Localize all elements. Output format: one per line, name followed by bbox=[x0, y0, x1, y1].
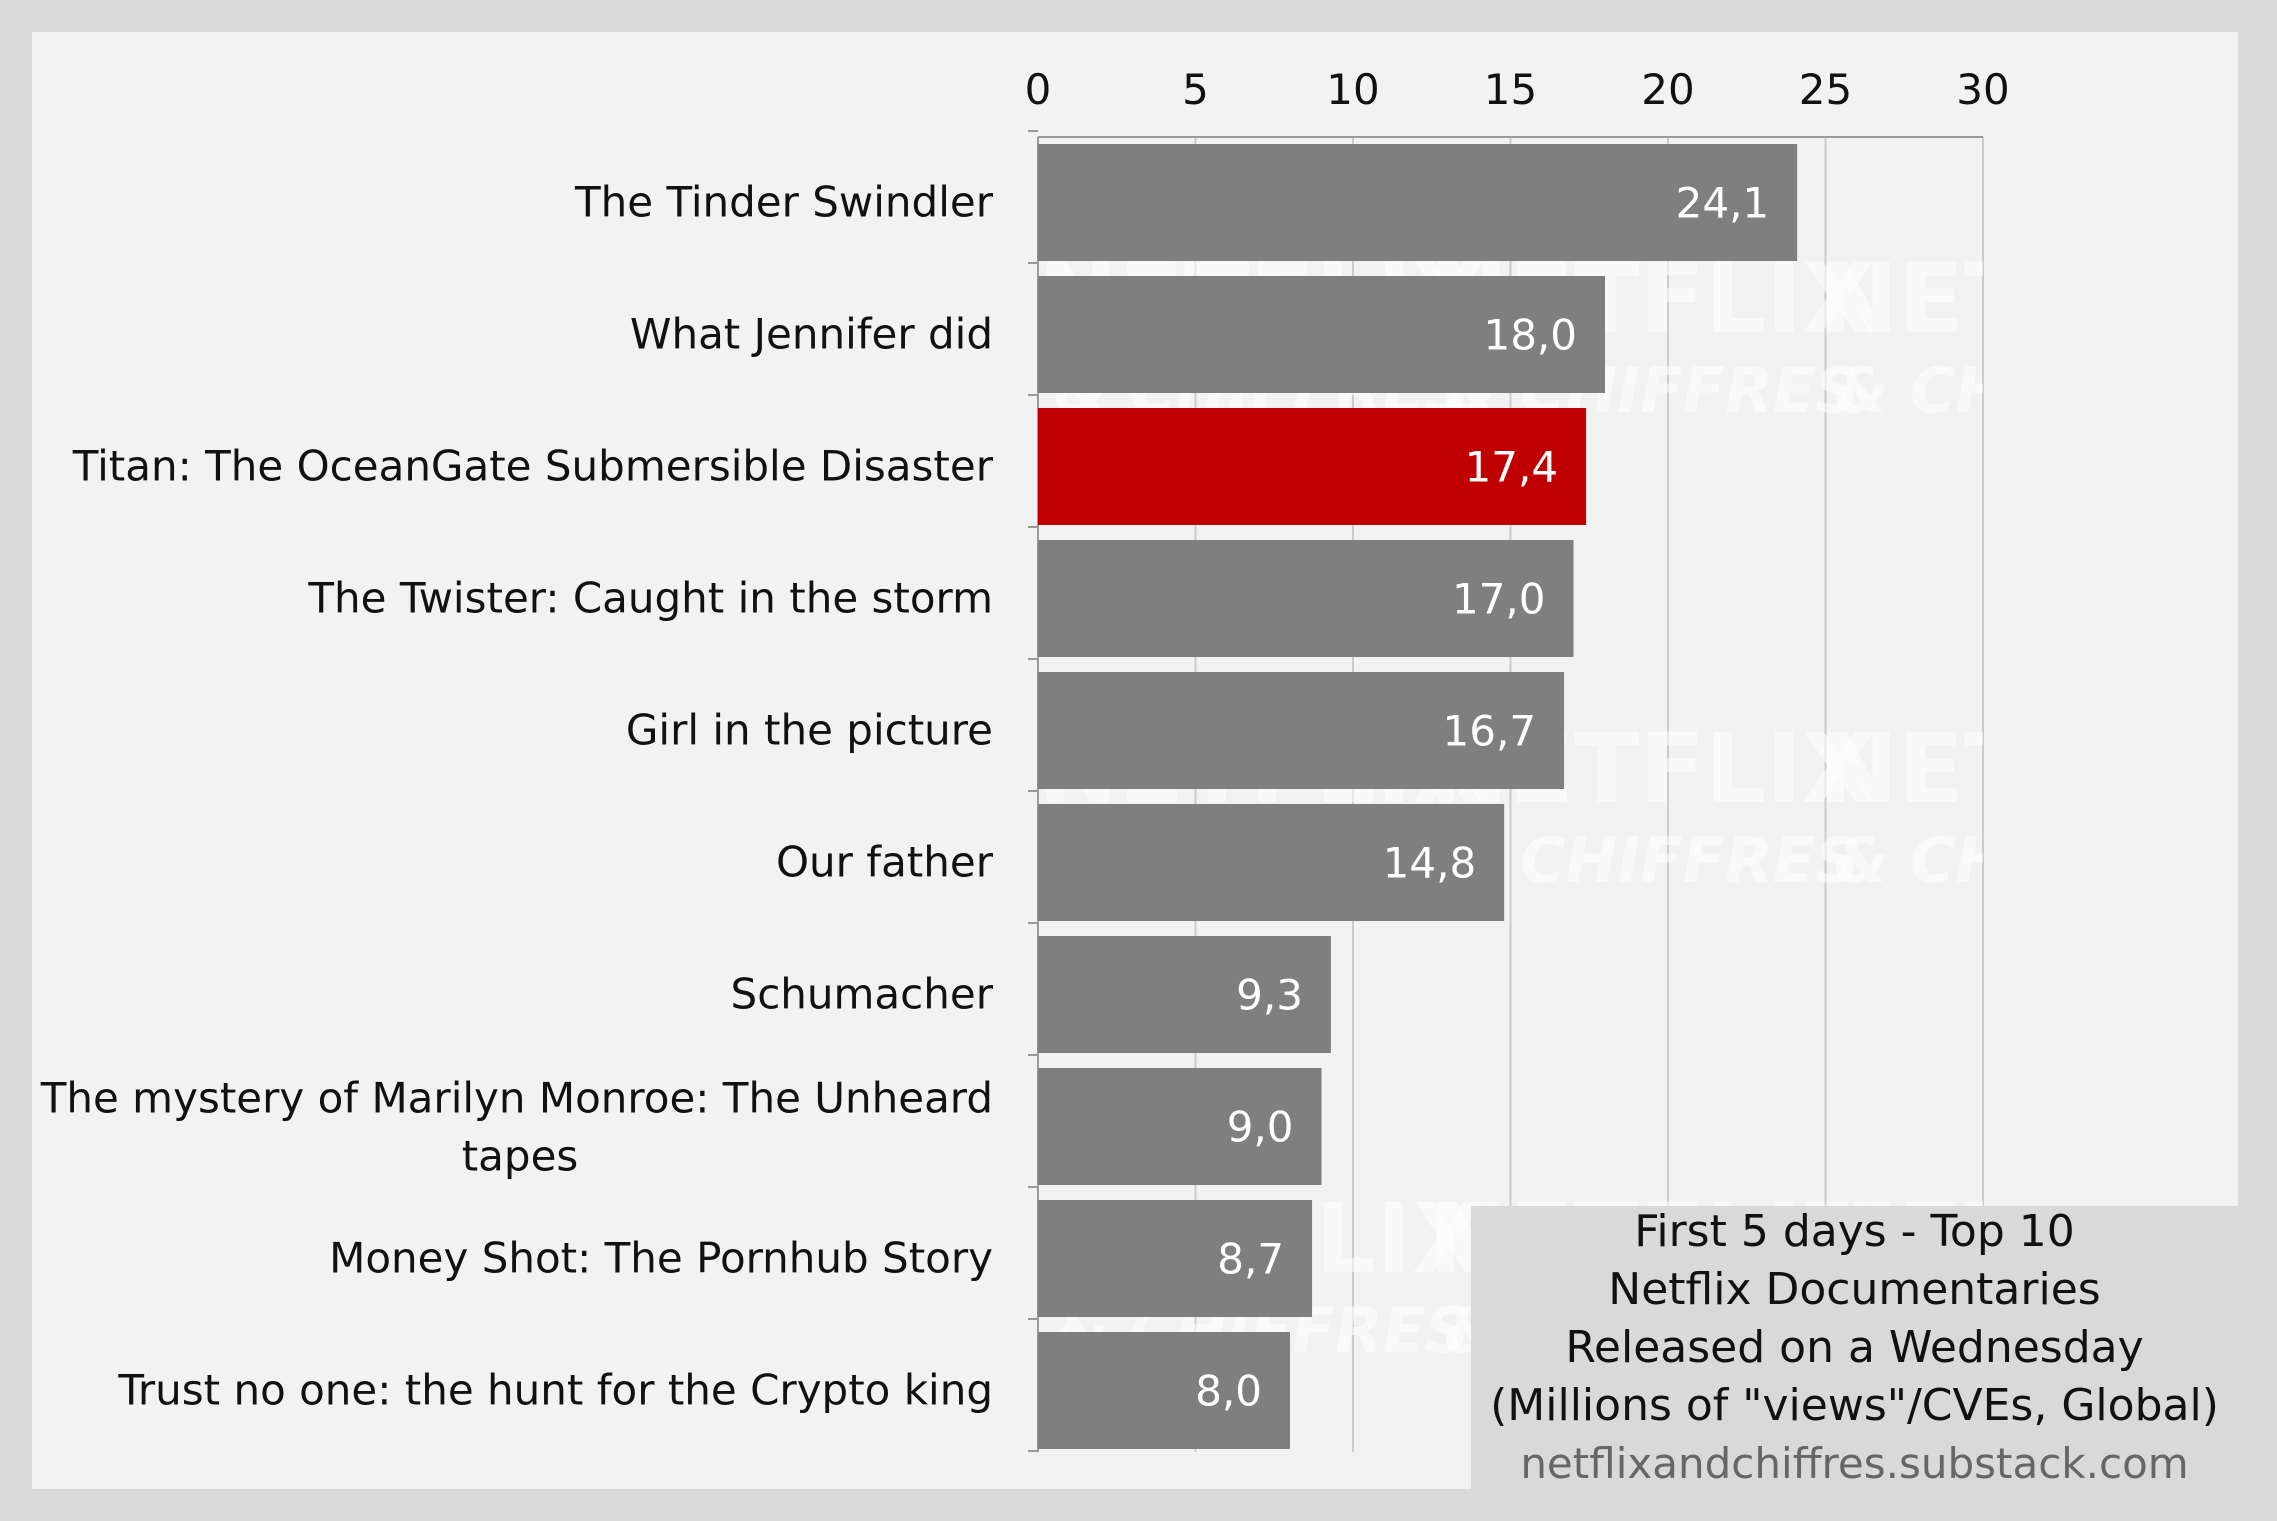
watermark-secondary: & CHIFFRES bbox=[1834, 354, 2238, 427]
category-label-0: The Tinder Swindler bbox=[574, 178, 994, 227]
bar-0 bbox=[1038, 144, 1798, 261]
watermark-primary: NETFLIX bbox=[1818, 243, 2238, 355]
category-label-9: Trust no one: the hunt for the Crypto ki… bbox=[117, 1366, 993, 1415]
bar-5 bbox=[1038, 804, 1505, 921]
bar-1 bbox=[1038, 276, 1605, 393]
value-label-3: 17,0 bbox=[1452, 575, 1546, 624]
watermark-primary: NETFLIX bbox=[1818, 713, 2238, 825]
value-label-9: 8,0 bbox=[1195, 1367, 1262, 1416]
bar-7 bbox=[1038, 1068, 1322, 1185]
x-tick-label-0: 0 bbox=[1025, 65, 1052, 114]
value-label-0: 24,1 bbox=[1676, 179, 1770, 228]
x-tick-label-30: 30 bbox=[1956, 65, 2009, 114]
value-label-4: 16,7 bbox=[1443, 707, 1537, 756]
info-box: First 5 days - Top 10 Netflix Documentar… bbox=[1471, 1206, 2238, 1489]
bar-3 bbox=[1038, 540, 1574, 657]
category-label-6: Schumacher bbox=[731, 970, 994, 1019]
x-axis-ticks: 0 5 10 15 20 25 30 bbox=[1025, 65, 2010, 114]
category-label-5: Our father bbox=[776, 838, 994, 887]
x-tick-label-25: 25 bbox=[1799, 65, 1852, 114]
category-labels: The Tinder Swindler What Jennifer did Tita… bbox=[40, 178, 994, 1415]
x-tick-label-5: 5 bbox=[1182, 65, 1209, 114]
bar-2 bbox=[1038, 408, 1587, 525]
value-label-6: 9,3 bbox=[1236, 971, 1303, 1020]
info-line-3: Released on a Wednesday bbox=[1565, 1321, 2144, 1373]
watermark-secondary: & CHIFFRES bbox=[1444, 824, 1860, 897]
value-label-1: 18,0 bbox=[1483, 311, 1577, 360]
category-label-7-line2: tapes bbox=[462, 1132, 579, 1181]
category-label-2: Titan: The OceanGate Submersible Disaste… bbox=[72, 442, 994, 491]
value-label-5: 14,8 bbox=[1383, 839, 1477, 888]
x-tick-label-10: 10 bbox=[1326, 65, 1379, 114]
value-label-2: 17,4 bbox=[1465, 443, 1559, 492]
x-tick-label-20: 20 bbox=[1641, 65, 1694, 114]
category-label-8: Money Shot: The Pornhub Story bbox=[329, 1234, 993, 1283]
value-label-7: 9,0 bbox=[1227, 1103, 1294, 1152]
watermark-secondary: & CHIFFRES bbox=[1834, 824, 2238, 897]
value-label-8: 8,7 bbox=[1217, 1235, 1284, 1284]
source-url: netflixandchiffres.substack.com bbox=[1520, 1438, 2189, 1488]
category-label-3: The Twister: Caught in the storm bbox=[307, 574, 993, 623]
bars: 24,1 18,0 17,4 17,0 16,7 14,8 9,3 9,0 8,7 8,0 bbox=[1038, 144, 1798, 1449]
bar-8 bbox=[1038, 1200, 1313, 1317]
category-label-4: Girl in the picture bbox=[626, 706, 993, 755]
chart-frame: NETFLIX & CHIFFRES NETFLIX & CHIFFRES NETFLI… bbox=[32, 32, 2238, 1489]
info-line-4: (Millions of "views"/CVEs, Global) bbox=[1490, 1379, 2219, 1431]
info-line-2: Netflix Documentaries bbox=[1608, 1263, 2101, 1315]
category-label-1: What Jennifer did bbox=[630, 310, 993, 359]
bar-6 bbox=[1038, 936, 1331, 1053]
x-tick-label-15: 15 bbox=[1484, 65, 1537, 114]
category-label-7: The mystery of Marilyn Monroe: The Unhea… bbox=[40, 1074, 993, 1123]
bar-9 bbox=[1038, 1332, 1290, 1449]
info-line-1: First 5 days - Top 10 bbox=[1634, 1205, 2075, 1257]
bar-4 bbox=[1038, 672, 1565, 789]
